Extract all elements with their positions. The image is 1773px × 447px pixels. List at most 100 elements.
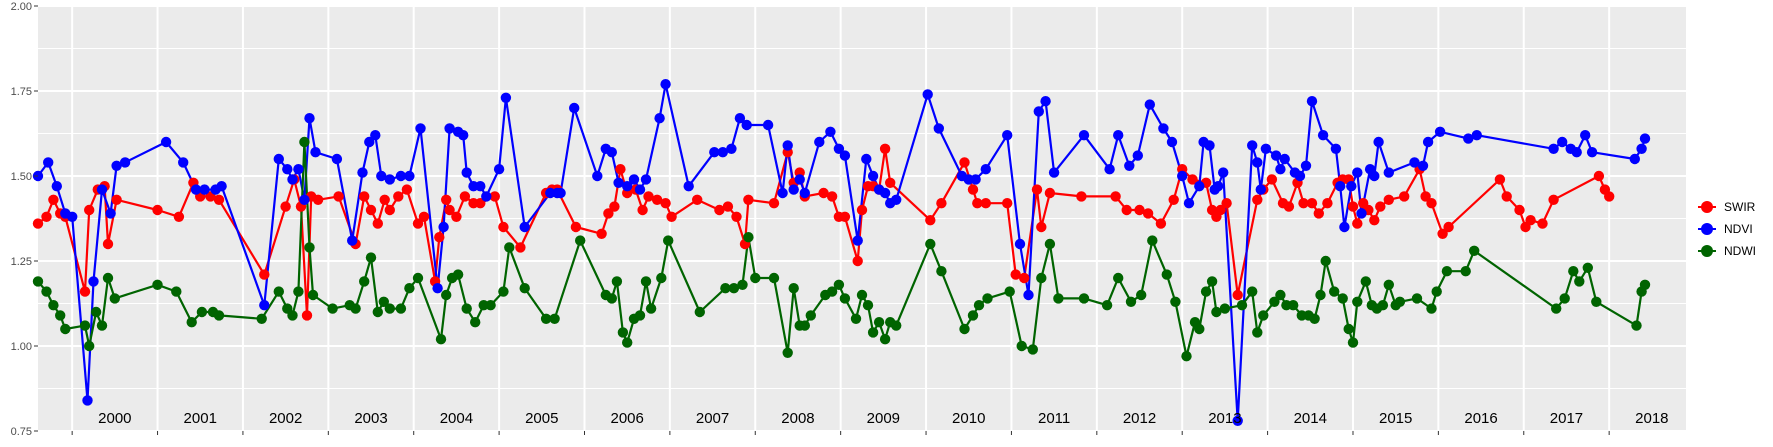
point-swir	[1266, 174, 1278, 185]
point-ndwi	[1329, 286, 1340, 297]
point-ndvi	[1183, 198, 1195, 209]
point-ndwi	[549, 313, 560, 324]
point-ndwi	[96, 320, 108, 331]
point-ndvi	[660, 79, 671, 90]
point-ndvi	[43, 157, 54, 168]
point-ndwi	[826, 286, 838, 297]
point-ndvi	[287, 174, 298, 185]
point-ndvi	[384, 174, 395, 185]
point-ndwi	[663, 235, 674, 246]
point-ndvi	[1383, 167, 1395, 178]
point-swir	[1347, 201, 1359, 212]
point-ndwi	[1044, 238, 1056, 250]
point-ndwi	[925, 238, 936, 250]
point-ndwi	[1460, 266, 1471, 277]
point-ndvi	[1409, 157, 1420, 168]
point-swir	[1525, 215, 1536, 226]
legend-item-ndwi: NDWI	[1696, 240, 1756, 262]
point-swir	[1548, 194, 1559, 205]
point-ndwi	[152, 279, 163, 290]
point-ndvi	[1317, 130, 1329, 141]
point-ndvi	[1369, 170, 1380, 182]
point-ndvi	[1194, 181, 1205, 192]
point-ndwi	[1206, 276, 1218, 287]
point-ndwi	[1574, 276, 1585, 287]
point-ndvi	[1463, 133, 1474, 144]
point-swir	[1044, 187, 1056, 199]
point-swir	[102, 238, 114, 250]
point-swir	[1168, 194, 1179, 205]
point-swir	[570, 221, 582, 233]
year-label: 2017	[1550, 410, 1583, 427]
point-ndvi	[1356, 208, 1367, 219]
year-labels: 2000 2001 2002 2003 2004 2005 2006 2007 2008 2009…	[98, 410, 1668, 427]
point-ndwi	[656, 272, 667, 284]
point-ndvi	[293, 164, 304, 175]
year-label: 2009	[867, 410, 900, 427]
point-swir	[1537, 218, 1548, 229]
point-swir	[1036, 221, 1047, 233]
point-ndvi	[1033, 106, 1045, 117]
point-ndwi	[359, 276, 370, 287]
point-swir	[818, 187, 829, 199]
point-swir	[1399, 191, 1410, 202]
point-ndvi	[458, 130, 469, 141]
point-ndvi	[1104, 164, 1115, 175]
point-ndvi	[777, 187, 788, 199]
point-ndwi	[1252, 327, 1263, 338]
point-ndwi	[850, 313, 862, 324]
point-ndvi	[1204, 140, 1215, 151]
point-ndvi	[1270, 150, 1282, 161]
point-ndwi	[645, 303, 657, 314]
y-tick-label: 1.25	[11, 256, 32, 268]
point-swir	[852, 255, 863, 267]
point-ndwi	[737, 279, 748, 290]
point-ndwi	[1288, 300, 1299, 311]
point-ndwi	[782, 347, 793, 358]
point-ndwi	[256, 313, 267, 324]
point-swir	[418, 211, 430, 222]
point-swir	[1221, 198, 1232, 209]
point-ndwi	[307, 289, 319, 301]
point-ndwi	[1027, 344, 1039, 355]
point-ndwi	[1136, 289, 1147, 301]
point-swir	[459, 191, 471, 202]
point-ndvi	[879, 187, 891, 199]
point-swir	[1121, 204, 1132, 216]
point-ndwi	[1275, 289, 1286, 301]
point-ndwi	[1315, 289, 1326, 301]
point-ndvi	[82, 395, 93, 406]
point-swir	[434, 232, 445, 243]
point-swir	[714, 204, 725, 216]
point-ndwi	[32, 276, 44, 287]
point-ndvi	[1434, 126, 1446, 137]
point-ndvi	[933, 123, 944, 134]
point-ndvi	[814, 136, 825, 148]
point-ndwi	[1383, 279, 1395, 290]
point-swir	[173, 211, 185, 222]
point-ndwi	[1113, 272, 1124, 284]
point-ndvi	[415, 123, 426, 134]
point-ndvi	[1252, 157, 1263, 168]
axes: 0.75 1.00 1.25 1.50 1.75 2.00	[11, 1, 1610, 438]
point-swir	[651, 194, 663, 205]
point-ndwi	[540, 313, 552, 324]
point-ndwi	[1337, 293, 1348, 304]
point-swir	[372, 218, 383, 229]
legend-swatch-swir	[1696, 196, 1718, 218]
point-swir	[384, 204, 395, 216]
point-ndvi	[178, 157, 189, 168]
point-ndvi	[891, 194, 902, 205]
point-ndwi	[41, 286, 52, 297]
point-ndvi	[1144, 99, 1156, 110]
point-ndwi	[617, 327, 629, 338]
point-swir	[1283, 201, 1295, 212]
point-ndvi	[788, 184, 799, 195]
point-ndwi	[1309, 313, 1320, 324]
point-ndvi	[1023, 289, 1034, 301]
point-ndvi	[119, 157, 131, 168]
point-ndvi	[555, 187, 566, 199]
point-ndwi	[452, 269, 464, 280]
year-label: 2018	[1635, 410, 1668, 427]
